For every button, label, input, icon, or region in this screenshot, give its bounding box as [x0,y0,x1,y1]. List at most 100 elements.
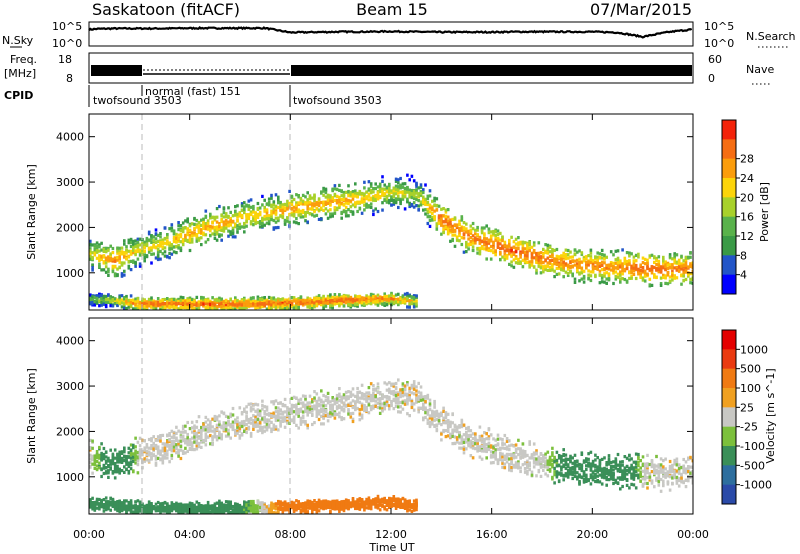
power-cell-2472 [104,296,108,300]
power-cell-3401 [342,300,346,304]
power-cell-3201 [292,304,296,308]
power-cell-2039 [600,268,604,272]
power-cell-422 [193,222,196,226]
power-cell-161 [127,255,131,259]
power-cell-2490 [109,299,112,304]
power-cell-1271 [408,204,411,209]
velocity-cell-705 [265,426,269,430]
power-cell-763 [279,204,282,209]
power-cell-546 [224,222,228,226]
velocity-cell-249 [150,452,153,456]
power-cell-2116 [621,248,624,252]
power-cell-250 [150,248,153,252]
power-cell-1392 [437,219,441,223]
velocity-cell-858 [304,409,307,414]
velocity-cell-407 [190,441,194,445]
velocity-cell-124 [118,467,121,471]
velocity-cell-1182 [385,400,389,404]
velocity-cell-1066 [356,400,359,404]
velocity-cell-1196 [388,404,391,408]
power-cell-2599 [136,304,140,308]
power-cell-736 [272,210,276,214]
velocity-cell-266 [154,454,158,459]
velocity-cell-598 [238,406,242,410]
velocity-cell-1205 [390,403,393,407]
velocity-cell-559 [229,436,232,440]
power-cell-266 [154,228,158,232]
power-cell-3199 [292,296,296,300]
power-cell-3266 [308,297,312,301]
power-cell-2333 [675,276,679,280]
power-cell-1228 [397,178,400,182]
velocity-cell-477 [209,442,212,446]
velocity-cell-165 [129,452,133,456]
power-cell-1345 [426,215,430,219]
velocity-cell-1189 [388,387,391,391]
velocity-cell-472 [206,418,210,422]
power-cell-2087 [612,268,615,273]
power-cell-2042 [600,276,604,280]
power-cell-2147 [628,254,631,258]
power-cell-660 [254,218,257,222]
power-cell-1654 [503,258,507,262]
power-cell-1004 [340,198,343,202]
power-cell-854 [301,210,305,214]
power-cell-1302 [415,197,418,202]
velocity-cell-323 [168,438,171,442]
velocity-cell-463 [204,439,208,443]
velocity-cell-1166 [381,407,384,411]
power-cell-60 [102,249,106,253]
velocity-cell-994 [338,392,341,396]
power-cell-168 [129,268,133,272]
power-cell-966 [331,196,334,200]
power-cell-1717 [519,240,522,244]
power-cell-1520 [469,228,473,232]
power-cell-1511 [467,242,470,246]
power-cell-3583 [388,298,391,303]
power-cell-1167 [381,192,384,196]
power-cell-265 [154,240,158,244]
power-cell-3420 [347,300,350,304]
power-cell-356 [177,228,180,232]
velocity-cell-393 [186,440,189,444]
power-cell-2397 [691,281,693,285]
velocity-cell-141 [123,454,126,458]
power-cell-1610 [492,250,495,254]
power-cell-1626 [496,240,500,244]
power-cell-3678 [412,303,416,307]
power-cell-399 [188,236,192,240]
power-cell-3160 [281,304,285,309]
velocity-cell-294 [161,449,165,453]
power-cell-2817 [193,306,196,310]
velocity-cell-643 [249,431,253,436]
power-cell-2408 [89,293,92,297]
power-cell-821 [295,205,298,209]
power-cell-1201 [390,203,393,207]
velocity-cell-849 [301,414,305,418]
power-cell-641 [249,210,253,214]
velocity-cell-584 [234,432,237,436]
power-cell-871 [306,199,309,203]
velocity-cell-102 [113,476,117,480]
power-cell-137 [123,261,126,265]
velocity-cell-769 [281,402,285,407]
power-cell-2902 [215,298,219,302]
cpid-segment-3: twofsound 3503 [293,94,382,107]
velocity-cell-785 [286,406,289,410]
velocity-cell-1167 [381,402,384,406]
power-cell-522 [220,233,223,237]
velocity-cell-123 [118,471,121,475]
power-cell-211 [141,249,144,253]
velocity-cell-312 [166,456,169,460]
power-cell-818 [292,209,296,213]
power-cell-3018 [245,300,248,304]
power-cell-817 [292,212,296,217]
power-cell-3142 [277,299,280,303]
velocity-cell-322 [168,432,171,436]
power-cell-674 [256,201,260,206]
power-cell-1840 [551,250,554,255]
power-cell-1581 [485,224,488,228]
velocity-cell-791 [286,413,289,417]
power-cell-3152 [281,306,285,310]
power-cell-1573 [483,237,486,241]
